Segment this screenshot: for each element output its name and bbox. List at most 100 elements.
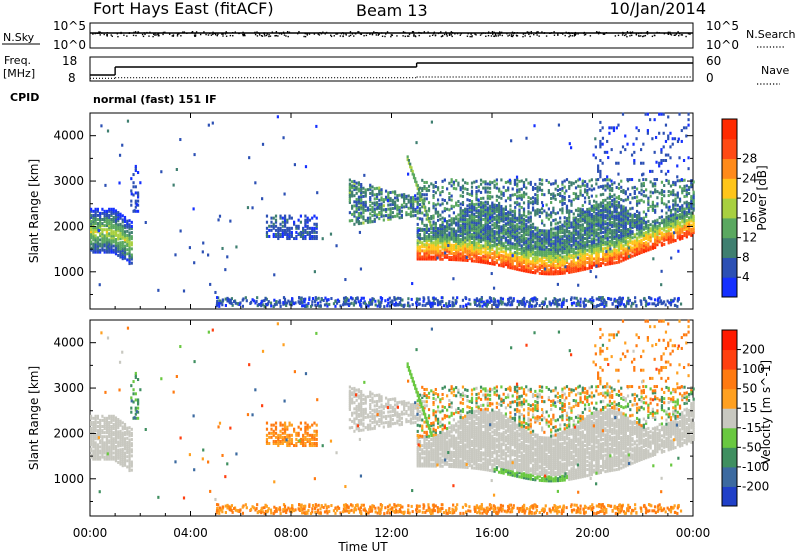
- nsky-point: [626, 35, 628, 38]
- power-cell: [434, 185, 437, 189]
- power-cell: [577, 265, 580, 269]
- power-cell: [134, 191, 137, 195]
- power-cell: [369, 187, 372, 191]
- power-cell: [348, 219, 351, 223]
- power-cell: [647, 198, 650, 202]
- power-cell: [498, 210, 501, 214]
- power-cell: [288, 232, 291, 236]
- power-cell: [681, 208, 684, 212]
- power-cell: [611, 233, 614, 237]
- power-cell: [500, 262, 503, 266]
- power-cell: [92, 234, 95, 238]
- power-cell: [486, 208, 489, 212]
- power-cell: [604, 234, 607, 238]
- power-cell: [403, 199, 406, 203]
- power-cell: [410, 166, 413, 170]
- power-cell: [606, 221, 609, 225]
- power-cell: [473, 218, 476, 222]
- power-cell: [452, 296, 455, 300]
- power-cell: [588, 250, 591, 254]
- power-cell: [507, 230, 510, 234]
- power-cell: [362, 209, 365, 213]
- power-cell: [394, 204, 397, 208]
- power-cell: [459, 231, 462, 235]
- power-cell: [123, 238, 127, 242]
- power-cell: [654, 210, 657, 214]
- power-cell: [473, 243, 476, 247]
- power-cell: [450, 249, 453, 253]
- power-cell: [355, 206, 358, 210]
- power-cell: [620, 189, 623, 193]
- power-cell: [654, 219, 657, 223]
- power-cell: [339, 304, 342, 308]
- power-cell: [513, 246, 517, 250]
- power-cell: [351, 219, 354, 223]
- power-cell: [110, 246, 113, 250]
- power-cell: [482, 209, 485, 213]
- nsky-point: [598, 31, 600, 33]
- power-cell: [452, 254, 456, 258]
- power-cell: [685, 192, 688, 196]
- power-cell: [281, 228, 284, 232]
- power-cell: [687, 203, 691, 207]
- power-cell: [484, 203, 487, 207]
- power-cell: [543, 233, 546, 237]
- power-cell: [642, 248, 645, 252]
- nsky-point: [234, 31, 236, 33]
- power-cell: [432, 245, 435, 249]
- power-cell: [345, 298, 348, 302]
- power-cell: [595, 238, 598, 242]
- power-cell: [90, 215, 93, 219]
- power-cell: [556, 225, 560, 229]
- power-cell: [421, 201, 424, 205]
- power-cell: [123, 256, 127, 260]
- power-cell: [375, 215, 379, 219]
- power-cell: [554, 237, 557, 241]
- power-cell: [511, 242, 514, 246]
- power-cell: [364, 204, 367, 208]
- power-cell: [590, 178, 593, 182]
- power-cell: [299, 220, 302, 224]
- power-cell: [629, 253, 632, 257]
- power-cell: [426, 213, 429, 217]
- power-cell: [547, 264, 550, 268]
- power-cell: [466, 234, 469, 238]
- power-cell: [529, 233, 532, 237]
- nsky-point: [681, 34, 684, 36]
- power-cell: [611, 216, 614, 220]
- power-cell: [568, 238, 571, 242]
- power-cell: [439, 237, 442, 241]
- power-cell: [495, 186, 498, 190]
- power-cell: [443, 233, 446, 237]
- power-cell: [588, 254, 591, 258]
- power-cell: [380, 202, 383, 206]
- power-cell: [613, 204, 616, 208]
- power-cell: [507, 241, 510, 245]
- power-cell: [441, 216, 444, 220]
- power-cell: [123, 215, 127, 219]
- power-cell: [123, 217, 127, 221]
- power-cell: [101, 232, 104, 236]
- power-cell: [482, 234, 485, 238]
- power-cell: [611, 225, 614, 229]
- power-cell: [615, 161, 618, 165]
- power-cell: [470, 226, 474, 230]
- power-cell: [590, 243, 593, 247]
- power-cell: [117, 241, 120, 245]
- power-cell: [409, 214, 413, 218]
- power-cell: [457, 246, 460, 250]
- power-cell: [568, 225, 571, 229]
- power-cell: [112, 226, 115, 230]
- power-cell: [565, 178, 569, 182]
- power-cell: [620, 251, 623, 255]
- power-cell: [599, 175, 602, 179]
- power-cell: [579, 244, 582, 248]
- power-cell: [681, 204, 684, 208]
- power-cell: [110, 213, 113, 217]
- power-cell: [452, 219, 456, 223]
- power-cell: [92, 217, 95, 221]
- power-cell: [448, 257, 451, 261]
- power-cell: [545, 233, 548, 237]
- power-cell: [378, 190, 381, 194]
- power-cell: [611, 231, 614, 235]
